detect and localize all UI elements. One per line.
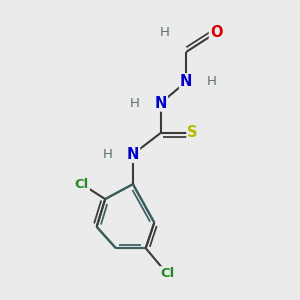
Text: N: N — [154, 96, 167, 111]
Text: O: O — [210, 25, 222, 40]
Text: S: S — [188, 125, 198, 140]
Text: H: H — [207, 75, 217, 88]
Text: H: H — [160, 26, 170, 39]
Text: H: H — [102, 148, 112, 161]
Text: H: H — [130, 97, 140, 110]
Text: Cl: Cl — [75, 178, 89, 190]
Text: Cl: Cl — [160, 267, 174, 280]
Text: N: N — [127, 147, 139, 162]
Text: N: N — [180, 74, 193, 89]
